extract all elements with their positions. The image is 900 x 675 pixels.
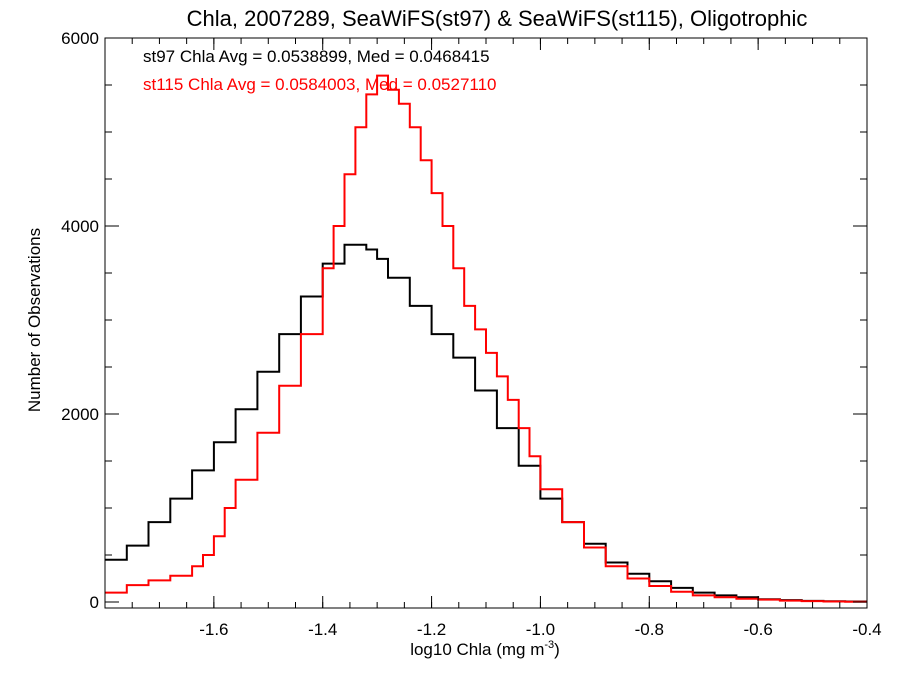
series-layer xyxy=(105,74,867,603)
chart-title: Chla, 2007289, SeaWiFS(st97) & SeaWiFS(s… xyxy=(187,6,808,31)
series-line-0 xyxy=(105,243,867,603)
annotation-layer: st97 Chla Avg = 0.0538899, Med = 0.04684… xyxy=(143,47,497,94)
x-tick-label: -1.0 xyxy=(526,620,555,639)
series-line-1 xyxy=(105,74,867,603)
x-tick-label: -1.6 xyxy=(199,620,228,639)
ticks-layer: -1.6 -1.4 -1.2 -1.0 -0.8 -0.6 -0.4 0 2000 4000 600… xyxy=(61,29,881,639)
x-axis-label-end: ) xyxy=(554,640,560,659)
annotation-text: st115 Chla Avg = 0.0584003, Med = 0.0527… xyxy=(143,75,497,94)
x-axis-label: log10 Chla (mg m-3) xyxy=(410,639,560,659)
y-tick-label: 4000 xyxy=(61,217,99,236)
y-axis-label: Number of Observations xyxy=(25,228,44,412)
x-axis-label-superscript: -3 xyxy=(544,639,554,651)
y-tick-label: 6000 xyxy=(61,29,99,48)
plot-frame xyxy=(104,37,868,609)
annotation-text: st97 Chla Avg = 0.0538899, Med = 0.04684… xyxy=(143,47,490,66)
x-axis-label-main: log10 Chla (mg m xyxy=(410,640,544,659)
x-tick-label: -1.2 xyxy=(417,620,446,639)
x-tick-label: -0.6 xyxy=(743,620,772,639)
x-tick-label: -0.4 xyxy=(852,620,881,639)
y-tick-label: 0 xyxy=(90,593,99,612)
y-tick-label: 2000 xyxy=(61,405,99,424)
x-tick-label: -1.4 xyxy=(308,620,337,639)
x-tick-label: -0.8 xyxy=(635,620,664,639)
